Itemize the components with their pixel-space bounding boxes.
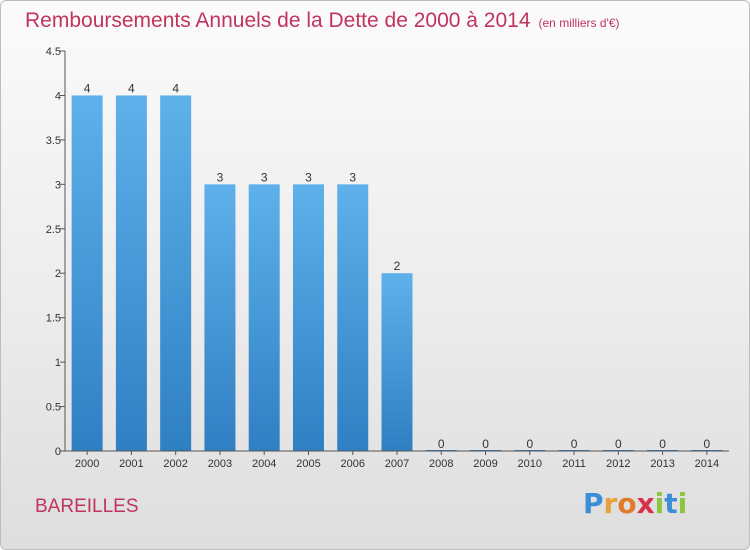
bars: 4 4 4 3 3 3 3 2 0 0 0 0 0 0 0 [71, 81, 723, 452]
bar-value-label: 3 [349, 170, 356, 184]
x-tick-label: 2003 [208, 458, 232, 470]
bar-value-label: 3 [261, 170, 268, 184]
y-tick-label: 0 [55, 446, 61, 458]
chart-subtitle: (en milliers d'€) [538, 16, 620, 30]
y-axis: 0 0.5 1 1.5 2 2.5 3 3.5 4 4.5 [46, 46, 66, 458]
title-text: Remboursements Annuels de la Dette de 20… [25, 9, 531, 32]
x-tick-label: 2014 [695, 458, 719, 470]
bar-value-label: 4 [84, 81, 91, 95]
bar-value-label: 4 [172, 81, 179, 95]
logo-letter: t [664, 487, 678, 520]
bar-value-label: 0 [659, 437, 666, 451]
bar-value-label: 4 [128, 81, 135, 95]
proxiti-logo: Proxiti [583, 487, 687, 520]
bar [292, 184, 324, 452]
bar [337, 184, 369, 452]
logo-letter: o [617, 487, 637, 520]
logo-letter: P [583, 487, 604, 520]
x-tick-label: 2007 [385, 458, 409, 470]
x-tick-label: 2012 [606, 458, 630, 470]
bar-value-label: 0 [438, 437, 445, 451]
x-tick-label: 2000 [75, 458, 99, 470]
bar [115, 95, 147, 451]
bar [381, 273, 413, 451]
y-tick-label: 4.5 [46, 46, 61, 58]
bar [71, 95, 103, 451]
bar-value-label: 3 [217, 170, 224, 184]
x-tick-label: 2009 [473, 458, 497, 470]
bar-value-label: 0 [526, 437, 533, 451]
y-tick-label: 2 [55, 268, 61, 280]
bar [204, 184, 236, 452]
y-tick-label: 1.5 [46, 313, 61, 325]
x-tick-label: 2006 [340, 458, 364, 470]
bar [160, 95, 192, 451]
bar-value-label: 0 [482, 437, 489, 451]
x-tick-label: 2001 [119, 458, 143, 470]
y-tick-label: 4 [55, 90, 61, 102]
y-tick-label: 3 [55, 179, 61, 191]
x-tick-label: 2013 [650, 458, 674, 470]
commune-name: BAREILLES [35, 496, 139, 517]
x-tick-label: 2010 [518, 458, 542, 470]
y-tick-label: 0.5 [46, 402, 61, 414]
x-tick-label: 2005 [296, 458, 320, 470]
y-tick-label: 2.5 [46, 224, 61, 236]
logo-letter: i [654, 487, 665, 520]
bar-value-label: 3 [305, 170, 312, 184]
x-tick-label: 2008 [429, 458, 453, 470]
y-tick-label: 1 [55, 357, 61, 369]
x-tick-label: 2004 [252, 458, 276, 470]
y-tick-label: 3.5 [46, 135, 61, 147]
logo-letter: r [603, 487, 618, 520]
bar-value-label: 0 [571, 437, 578, 451]
logo-letter: x [636, 487, 655, 520]
chart-title: Remboursements Annuels de la Dette de 20… [25, 9, 620, 33]
logo-letter: i [677, 487, 688, 520]
bar-value-label: 0 [615, 437, 622, 451]
x-tick-label: 2002 [163, 458, 187, 470]
x-tick-label: 2011 [562, 458, 586, 470]
bar-value-label: 0 [704, 437, 711, 451]
x-axis: 2000 2001 2002 2003 2004 2005 2006 2007 2008 2009… [65, 450, 729, 470]
bar-value-label: 2 [394, 259, 401, 273]
bar [248, 184, 280, 452]
